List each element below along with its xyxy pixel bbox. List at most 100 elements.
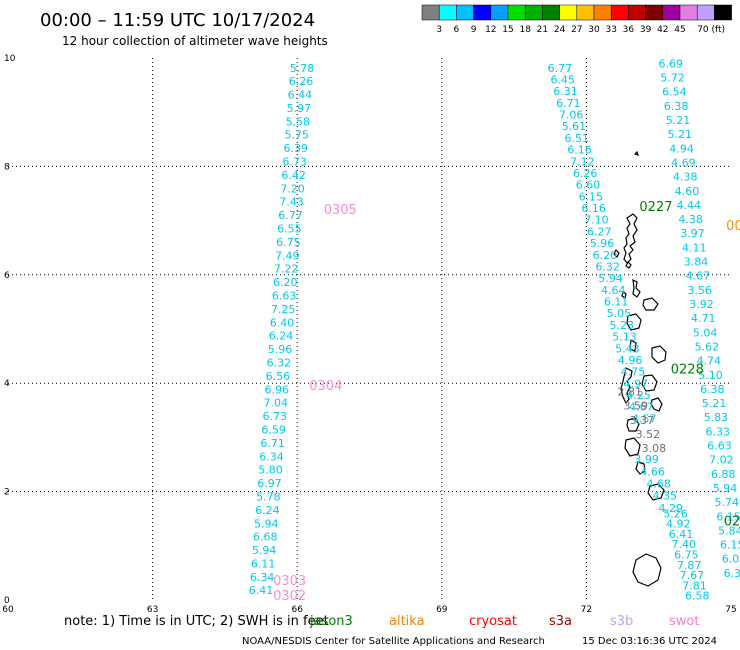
swh-value-label: 6.15 bbox=[579, 190, 604, 203]
island-outline bbox=[623, 213, 638, 264]
satellite-legend-swot: swot bbox=[669, 614, 699, 629]
colorbar-label: 12 bbox=[485, 25, 496, 35]
swh-value-label: 6.73 bbox=[282, 156, 307, 169]
colorbar-label: 15 bbox=[502, 25, 513, 35]
swh-value-label: 4.96 bbox=[618, 354, 643, 367]
swh-value-label: 4.57 bbox=[632, 412, 657, 425]
swh-value-label: 2.81 bbox=[618, 385, 643, 398]
swh-value-label: 6.63 bbox=[272, 290, 297, 303]
y-tick-label: 4 bbox=[4, 379, 10, 389]
footer-note: note: 1) Time is in UTC; 2) SWH is in fe… bbox=[64, 614, 329, 629]
swh-value-label: 6.26 bbox=[289, 75, 314, 88]
island-outline bbox=[650, 397, 663, 412]
swh-value-label: 4.68 bbox=[646, 477, 671, 490]
colorbar-swatch bbox=[421, 4, 440, 21]
colorbar-swatch bbox=[645, 4, 664, 21]
island-outline bbox=[635, 461, 646, 475]
island-outline bbox=[620, 367, 633, 405]
x-tick-label: 75 bbox=[725, 605, 736, 615]
swh-value-label: 5.84 bbox=[718, 524, 740, 537]
pass-time-label: 0305 bbox=[324, 203, 357, 218]
colorbar-swatch bbox=[542, 4, 560, 21]
swh-value-label: 6.20 bbox=[593, 249, 618, 262]
grid-lines bbox=[8, 58, 731, 600]
swh-value-label: 6.68 bbox=[253, 531, 278, 544]
swh-value-label: 6.71 bbox=[556, 97, 581, 110]
swh-value-label: 6.11 bbox=[604, 296, 629, 309]
colorbar-label: 6 bbox=[454, 25, 460, 35]
swh-value-label: 4.92 bbox=[666, 518, 691, 531]
swh-value-label: 7.81 bbox=[682, 579, 707, 592]
swh-value-label: 4.44 bbox=[677, 199, 702, 212]
colorbar-swatch bbox=[679, 4, 698, 21]
swh-value-label: 7.02 bbox=[709, 454, 734, 467]
island-outline bbox=[647, 483, 665, 501]
swh-value-label: 7.87 bbox=[677, 559, 702, 572]
swh-value-label: 5.94 bbox=[598, 272, 623, 285]
swh-value-label: 4.66 bbox=[640, 465, 665, 478]
swh-value-label: 6.60 bbox=[576, 179, 601, 192]
swh-value-label: 6.75 bbox=[276, 236, 301, 249]
swh-value-label: 6.31 bbox=[553, 85, 578, 98]
y-tick-label: 8 bbox=[4, 162, 10, 172]
island-outline bbox=[624, 437, 641, 457]
pass-time-label: 0228 bbox=[671, 363, 704, 378]
swh-value-label: 6.16 bbox=[581, 202, 606, 215]
swh-value-label: 3.92 bbox=[689, 298, 714, 311]
swh-value-label: 6.15 bbox=[720, 539, 740, 552]
swh-value-label: 6.24 bbox=[255, 504, 280, 517]
swh-value-label: 5.10 bbox=[698, 369, 723, 382]
colorbar-label: 21 bbox=[537, 25, 548, 35]
swh-value-label: 3.56 bbox=[687, 284, 712, 297]
swh-value-label: 5.21 bbox=[702, 397, 727, 410]
swh-value-label: 4.67 bbox=[629, 401, 654, 414]
swh-value-label: 3.97 bbox=[680, 227, 705, 240]
swh-value-label: 7.10 bbox=[584, 214, 609, 227]
chart-title: 00:00 – 11:59 UTC 10/17/2024 bbox=[40, 10, 315, 31]
swh-value-label: 6.27 bbox=[587, 225, 612, 238]
swh-value-label: 4.29 bbox=[659, 502, 684, 515]
swh-value-label: 5.23 bbox=[609, 319, 634, 332]
x-tick-label: 72 bbox=[581, 605, 592, 615]
swh-value-label: 5.96 bbox=[590, 237, 615, 250]
swh-value-label: 6.30 bbox=[724, 567, 740, 580]
swh-value-label: 4.64 bbox=[601, 284, 626, 297]
swh-value-label: 5.21 bbox=[668, 128, 693, 141]
swh-value-label: 4.11 bbox=[682, 241, 707, 254]
swh-value-label: 5.13 bbox=[612, 331, 637, 344]
swh-value-label: 4.60 bbox=[675, 185, 700, 198]
swh-value-label: 6.32 bbox=[595, 260, 620, 273]
x-tick-label: 66 bbox=[291, 605, 303, 615]
island-outline bbox=[625, 260, 632, 269]
swh-value-label: 4.38 bbox=[678, 213, 703, 226]
swh-value-label: 6.40 bbox=[270, 316, 295, 329]
island-outline bbox=[632, 278, 641, 298]
swh-value-label: 3.84 bbox=[684, 256, 709, 269]
altimeter-passes: 6.416.346.115.946.685.946.245.786.975.80… bbox=[249, 57, 740, 602]
chart-subtitle: 12 hour collection of altimeter wave hei… bbox=[62, 34, 328, 48]
colorbar-label: 24 bbox=[554, 25, 566, 35]
swh-value-label: 7.43 bbox=[279, 196, 304, 209]
colorbar-swatch bbox=[456, 4, 474, 21]
swh-value-label: 6.77 bbox=[548, 62, 573, 75]
swh-value-label: 6.97 bbox=[257, 477, 282, 490]
swh-value-label: 5.21 bbox=[666, 114, 691, 127]
island-outline bbox=[651, 345, 667, 364]
swh-value-label: 5.94 bbox=[713, 482, 738, 495]
swh-value-label: 6.32 bbox=[267, 356, 292, 369]
satellite-legend-s3b: s3b bbox=[610, 614, 633, 629]
swh-value-label: 5.83 bbox=[704, 411, 729, 424]
swh-value-label: 6.51 bbox=[565, 132, 590, 145]
swh-value-label: 5.72 bbox=[660, 72, 685, 85]
pass-time-label: 0303 bbox=[273, 574, 306, 589]
swh-value-label: 6.88 bbox=[711, 468, 736, 481]
satellite-legend-jason3: jason3 bbox=[309, 614, 353, 629]
swh-value-label: 3.08 bbox=[642, 442, 667, 455]
colorbar-swatch bbox=[714, 4, 732, 21]
colorbar-swatch bbox=[438, 4, 457, 21]
swh-value-label: 6.24 bbox=[269, 330, 294, 343]
island-outline bbox=[621, 291, 627, 299]
colorbar-swatch bbox=[524, 4, 543, 21]
swh-value-label: 4.35 bbox=[652, 490, 677, 503]
